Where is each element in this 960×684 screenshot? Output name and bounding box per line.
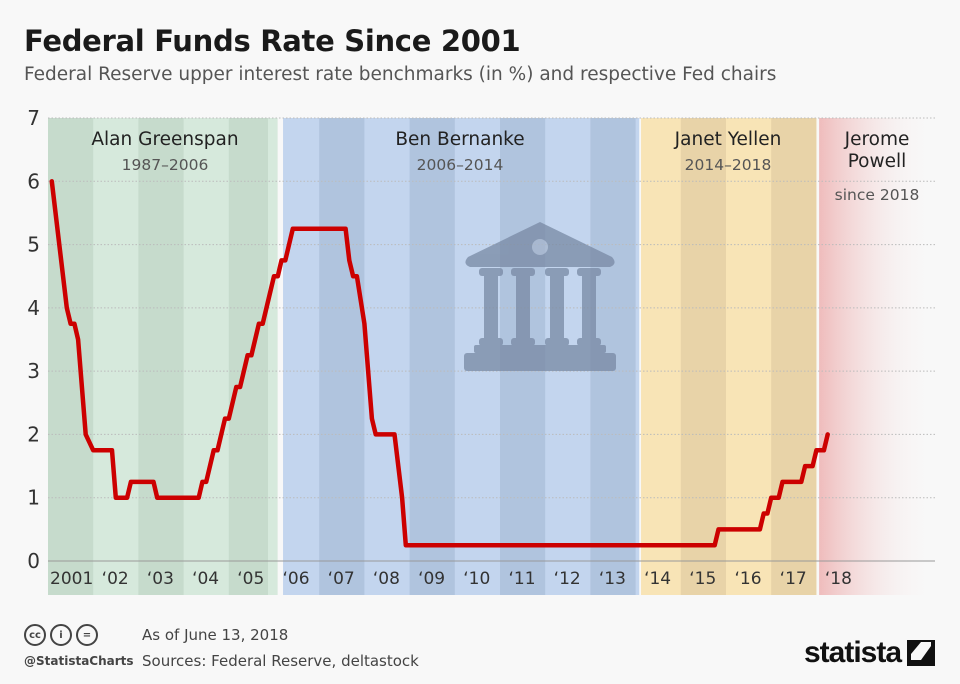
column-capital — [577, 268, 601, 276]
era-chair-name: Janet Yellen — [674, 129, 782, 150]
column — [550, 276, 564, 338]
era-term: since 2018 — [835, 186, 920, 204]
era-term: 2006–2014 — [417, 156, 504, 174]
x-tick-label: ‘15 — [689, 569, 716, 589]
chart-title: Federal Funds Rate Since 2001 — [24, 24, 521, 58]
x-tick-label: ‘11 — [508, 569, 535, 589]
statista-logo[interactable]: statista — [804, 636, 936, 670]
x-tick-label: ‘18 — [825, 569, 852, 589]
step — [474, 345, 606, 353]
era-chair-name: Jerome — [844, 129, 910, 150]
x-tick-label: ‘13 — [599, 569, 626, 589]
no-derivatives-icon: = — [76, 624, 98, 646]
x-tick-label: ‘04 — [192, 569, 219, 589]
logo-text: statista — [804, 636, 902, 669]
year-band — [409, 118, 455, 595]
x-tick-label: ‘06 — [282, 569, 309, 589]
year-band — [680, 118, 726, 595]
era-term: 1987–2006 — [122, 156, 209, 174]
x-tick-label: ‘14 — [644, 569, 671, 589]
x-tick-label: ‘03 — [147, 569, 174, 589]
column-capital — [479, 268, 503, 276]
y-tick-label: 3 — [27, 359, 40, 383]
era-band-powell — [819, 118, 935, 595]
x-tick-label: ‘08 — [373, 569, 400, 589]
sources: Sources: Federal Reserve, deltastock — [142, 652, 419, 670]
x-tick-label: ‘16 — [734, 569, 761, 589]
bank-building-icon — [464, 222, 616, 371]
y-tick-label: 4 — [27, 296, 40, 320]
column-capital — [545, 268, 569, 276]
era-chair-name: Alan Greenspan — [91, 129, 238, 150]
year-band — [771, 118, 817, 595]
y-tick-label: 1 — [27, 486, 40, 510]
column — [484, 276, 498, 338]
x-tick-label: ‘02 — [102, 569, 129, 589]
era-chair-name: Powell — [848, 151, 907, 172]
y-tick-label: 2 — [27, 422, 40, 446]
y-tick-label: 6 — [27, 169, 40, 193]
x-tick-label: ‘09 — [418, 569, 445, 589]
x-tick-label: ‘05 — [237, 569, 264, 589]
column-base — [479, 338, 503, 346]
chart-subtitle: Federal Reserve upper interest rate benc… — [24, 64, 777, 85]
y-tick-label: 7 — [27, 106, 40, 130]
x-tick-label: 2001 — [50, 569, 93, 589]
statista-handle[interactable]: @StatistaCharts — [24, 654, 134, 668]
column-base — [545, 338, 569, 346]
column-base — [577, 338, 601, 346]
year-band — [319, 118, 365, 595]
year-band — [138, 118, 184, 595]
era-chair-name: Ben Bernanke — [395, 129, 524, 150]
y-tick-label: 5 — [27, 233, 40, 257]
column — [516, 276, 530, 338]
x-tick-label: ‘07 — [328, 569, 355, 589]
as-of-date: As of June 13, 2018 — [142, 626, 289, 644]
base — [464, 353, 616, 371]
column-capital — [511, 268, 535, 276]
y-tick-label: 0 — [27, 549, 40, 573]
column — [582, 276, 596, 338]
cc-icon: cc — [24, 624, 46, 646]
x-tick-label: ‘17 — [780, 569, 807, 589]
roof-medallion — [532, 239, 548, 255]
column-base — [511, 338, 535, 346]
x-tick-label: ‘10 — [463, 569, 490, 589]
era-term: 2014–2018 — [685, 156, 772, 174]
attribution-icon: i — [50, 624, 72, 646]
license-icons: cc i = — [24, 624, 98, 646]
x-tick-label: ‘12 — [554, 569, 581, 589]
logo-mark-icon — [907, 640, 936, 666]
